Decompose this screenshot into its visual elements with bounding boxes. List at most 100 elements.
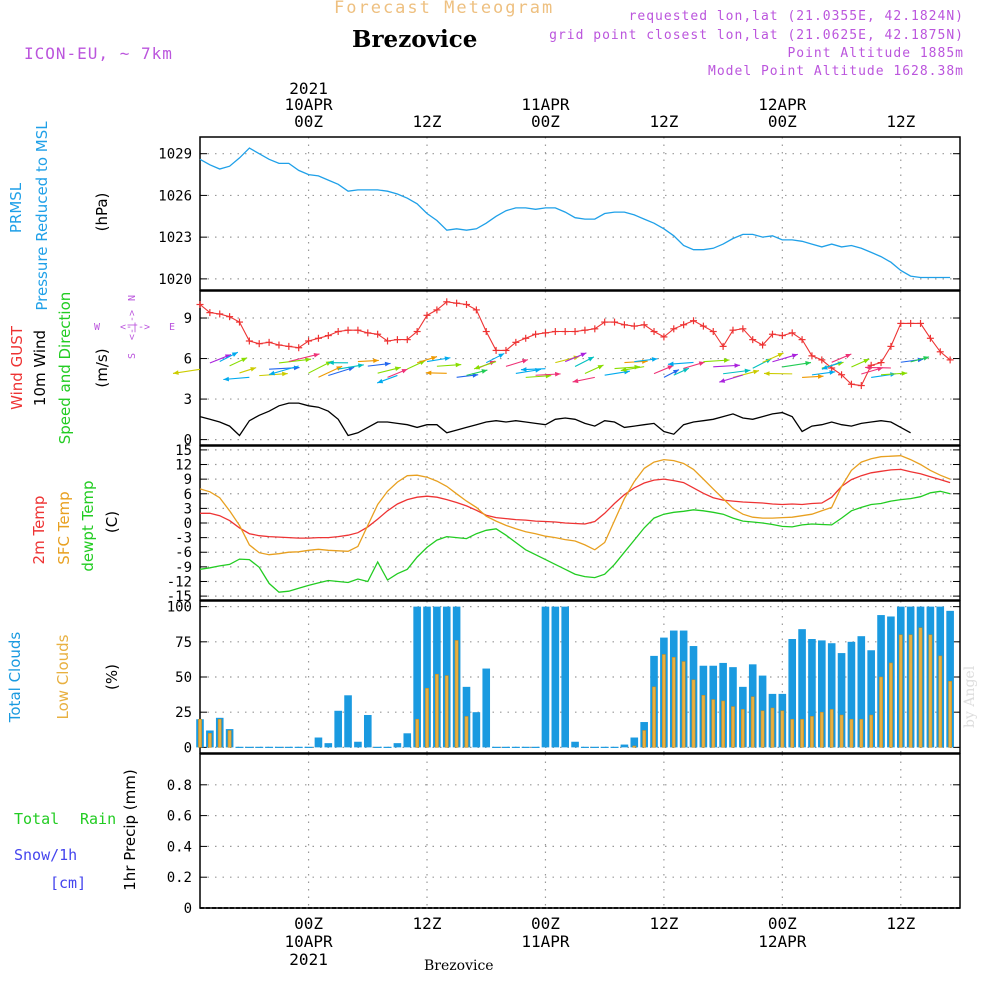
wind-gust-point bbox=[946, 356, 954, 364]
low-clouds-bar bbox=[681, 661, 686, 748]
total-clouds-bar bbox=[324, 743, 333, 748]
compass-rose: W E <-|-> N S <-|-> bbox=[94, 295, 175, 359]
low-clouds-bar bbox=[642, 730, 647, 748]
wind-arrow-head bbox=[521, 359, 528, 364]
low-clouds-bar bbox=[198, 718, 202, 748]
y-tick-label: 12 bbox=[175, 458, 192, 474]
wind-arrow-head bbox=[719, 378, 726, 383]
total-clouds-bar bbox=[363, 715, 372, 748]
wind-gust-point bbox=[768, 330, 776, 338]
y-tick-label: -6 bbox=[175, 545, 192, 561]
total-clouds-bar bbox=[798, 629, 806, 748]
wind-arrow-head bbox=[821, 365, 828, 370]
total-clouds-bar bbox=[334, 710, 342, 748]
y-tick-label: 1029 bbox=[158, 147, 192, 163]
low-clouds-bar bbox=[780, 710, 785, 748]
total-clouds-bar bbox=[571, 741, 579, 748]
low-clouds-bar bbox=[889, 662, 893, 748]
wind-arrow-head bbox=[377, 378, 384, 384]
compass-north: N bbox=[127, 295, 138, 301]
model-label: ICON-EU, ~ 7km bbox=[24, 44, 173, 63]
low-clouds-bar bbox=[711, 699, 716, 748]
y-tick-label: 9 bbox=[184, 311, 192, 327]
wind-gust-point bbox=[620, 321, 628, 329]
wind-gust-point bbox=[581, 326, 589, 334]
low-clouds-bar bbox=[741, 709, 745, 748]
wind-arrow-head bbox=[472, 373, 479, 378]
low-clouds-bar bbox=[464, 716, 469, 748]
wind-gust-point bbox=[522, 334, 530, 342]
wind-arrow-head bbox=[597, 365, 604, 370]
y-tick-label: 0 bbox=[184, 740, 192, 756]
panel-5-frame: 0 0.2 0.4 0.6 0.8 bbox=[167, 753, 961, 917]
wind-arrow-head bbox=[753, 369, 759, 375]
total-clouds-label: Total Clouds bbox=[6, 632, 24, 724]
wind-gust-point bbox=[907, 319, 915, 327]
time-label-date: 11APR bbox=[521, 932, 570, 951]
wind-gust-point bbox=[680, 321, 688, 329]
low-clouds-bar bbox=[849, 718, 854, 748]
wind-arrow-head bbox=[241, 357, 248, 363]
y-tick-label: 0 bbox=[184, 901, 192, 917]
low-clouds-bar bbox=[208, 733, 212, 748]
y-tick-label: 1026 bbox=[158, 188, 192, 204]
y-tick-label: 25 bbox=[175, 705, 192, 721]
wind-gust-point bbox=[847, 380, 855, 388]
wind-gust-point bbox=[433, 306, 441, 314]
total-clouds-bar bbox=[413, 606, 421, 748]
total-clouds-bar bbox=[314, 737, 323, 748]
panel-border bbox=[199, 753, 961, 909]
time-label-hour: 00Z bbox=[768, 914, 797, 933]
wind-gust-point bbox=[788, 329, 796, 337]
y-tick-label: 0.4 bbox=[167, 839, 192, 855]
wind-gust-point bbox=[403, 336, 411, 344]
y-tick-label: -12 bbox=[167, 574, 192, 590]
total-clouds-bar bbox=[946, 610, 954, 748]
wind-arrow-head bbox=[651, 357, 658, 362]
wind-arrow-head bbox=[805, 361, 812, 366]
wind-arrow-head bbox=[313, 353, 320, 358]
wind-gust-point bbox=[216, 310, 224, 318]
info-requested-coords: requested lon,lat (21.0355E, 42.1824N) bbox=[628, 9, 964, 24]
wind-arrow-head bbox=[384, 361, 391, 367]
low-clouds-bar bbox=[948, 680, 952, 748]
time-label-hour: 00Z bbox=[768, 112, 797, 131]
low-clouds-bar bbox=[721, 700, 725, 748]
wind-gust-point bbox=[611, 318, 619, 326]
wind-gust-point bbox=[462, 301, 470, 309]
total-clouds-bar bbox=[344, 695, 352, 748]
wind-gust-label: Wind GUST bbox=[8, 325, 26, 410]
y-tick-label: 0.8 bbox=[167, 778, 192, 794]
y-tick-label: 100 bbox=[167, 600, 192, 616]
y-tick-label: 50 bbox=[175, 670, 192, 686]
wind-arrow-head bbox=[765, 358, 772, 364]
wind-gust-point bbox=[877, 359, 885, 367]
low-clouds-bar bbox=[425, 688, 429, 748]
wind-gust-point bbox=[354, 326, 362, 334]
wind-unit: (m/s) bbox=[93, 348, 111, 387]
wind-arrow-head bbox=[672, 369, 679, 375]
wind-gust-point bbox=[926, 334, 934, 342]
low-clouds-bar bbox=[415, 718, 419, 748]
wind-arrow-head bbox=[357, 363, 364, 369]
wind-gust-point bbox=[640, 321, 648, 329]
total-clouds-bar bbox=[620, 744, 629, 748]
wind-gust-point bbox=[285, 342, 293, 350]
panel-border bbox=[199, 290, 961, 446]
low-clouds-bar bbox=[750, 696, 755, 748]
wind-arrow-head bbox=[520, 367, 527, 372]
low-clouds-bar bbox=[819, 711, 824, 748]
total-clouds-bar bbox=[561, 606, 569, 748]
footer-location: Brezovice bbox=[424, 958, 494, 974]
y-tick-label: 9 bbox=[184, 472, 192, 488]
wind-gust-point bbox=[897, 319, 905, 327]
snow-unit: [cm] bbox=[50, 874, 86, 892]
wind-arrow-head bbox=[282, 371, 288, 377]
precip-axis-label: 1hr Precip (mm) bbox=[121, 769, 139, 890]
wind-gust-point bbox=[838, 371, 846, 379]
time-label-hour: 12Z bbox=[886, 112, 915, 131]
low-clouds-bar bbox=[938, 655, 943, 748]
sfc-temp-line bbox=[199, 455, 951, 556]
low-clouds-bar bbox=[839, 714, 844, 748]
